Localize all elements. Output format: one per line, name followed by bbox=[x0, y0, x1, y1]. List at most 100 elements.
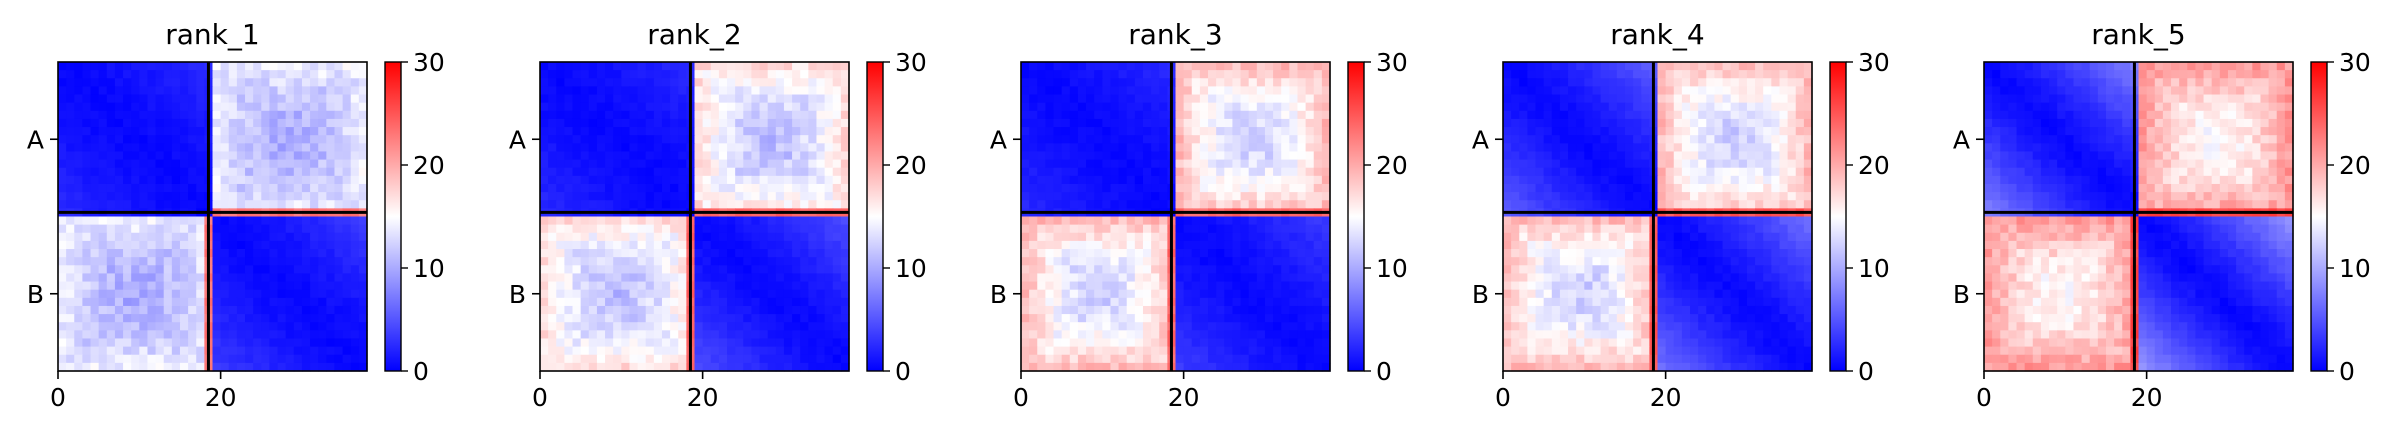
heatmap-cell bbox=[261, 200, 271, 209]
heatmap-cell bbox=[1297, 192, 1307, 201]
heatmap-cell bbox=[114, 118, 124, 128]
heatmap-cell bbox=[613, 216, 622, 226]
heatmap-cell bbox=[131, 110, 140, 120]
heatmap-cell bbox=[678, 265, 687, 275]
heatmap-cell bbox=[188, 240, 197, 250]
heatmap-cell bbox=[824, 151, 834, 161]
heatmap-cell bbox=[596, 102, 606, 112]
heatmap-cell bbox=[1216, 338, 1225, 348]
heatmap-cell bbox=[1264, 151, 1274, 161]
heatmap-cell bbox=[228, 281, 238, 291]
heatmap-cell bbox=[1118, 159, 1128, 169]
heatmap-cell bbox=[800, 249, 809, 258]
heatmap-cell bbox=[179, 216, 189, 226]
heatmap-cell bbox=[58, 110, 67, 120]
heatmap-cell bbox=[1053, 249, 1063, 258]
colorbar-frame bbox=[384, 61, 402, 372]
heatmap-cell bbox=[301, 110, 311, 120]
heatmap-cell bbox=[1069, 167, 1079, 177]
heatmap-cell bbox=[66, 281, 75, 291]
panel-title: rank_3 bbox=[1128, 18, 1222, 51]
heatmap-cell bbox=[824, 216, 834, 226]
heatmap-cell bbox=[261, 297, 271, 307]
heatmap-cell bbox=[171, 159, 181, 169]
heatmap-cell bbox=[285, 110, 295, 120]
heatmap-cell bbox=[1297, 346, 1307, 356]
heatmap-cell bbox=[212, 127, 222, 136]
heatmap-cell bbox=[196, 232, 205, 242]
heatmap-cell bbox=[840, 143, 850, 153]
heatmap-cell bbox=[334, 362, 344, 372]
heatmap-cell bbox=[1126, 200, 1136, 209]
heatmap-cell bbox=[1681, 94, 1691, 104]
heatmap-cell bbox=[1779, 110, 1789, 120]
heatmap-cell bbox=[1159, 305, 1168, 315]
heatmap-cell bbox=[212, 240, 222, 250]
heatmap-cell bbox=[1248, 110, 1258, 120]
heatmap-cell bbox=[718, 183, 728, 193]
heatmap-cell bbox=[1527, 175, 1537, 185]
heatmap-cell bbox=[1746, 175, 1756, 185]
heatmap-cell bbox=[1592, 62, 1602, 71]
heatmap-cell bbox=[253, 338, 262, 348]
heatmap-cell bbox=[123, 159, 132, 169]
heatmap-cell bbox=[596, 94, 606, 104]
heatmap-cell bbox=[605, 322, 614, 331]
heatmap-cell bbox=[824, 135, 834, 144]
heatmap-cell bbox=[1134, 314, 1144, 323]
heatmap-cell bbox=[1624, 183, 1634, 193]
heatmap-cell bbox=[808, 265, 818, 275]
heatmap-cell bbox=[735, 94, 744, 104]
heatmap-cell bbox=[1297, 135, 1307, 144]
heatmap-cell bbox=[1021, 135, 1030, 144]
heatmap-cell bbox=[245, 159, 254, 169]
heatmap-cell bbox=[1240, 175, 1250, 185]
heatmap-cell bbox=[358, 94, 368, 104]
heatmap-cell bbox=[1142, 127, 1152, 136]
heatmap-cell bbox=[277, 102, 287, 112]
heatmap-cell bbox=[269, 192, 279, 201]
heatmap-cell bbox=[1199, 151, 1209, 161]
heatmap-cell bbox=[1134, 257, 1144, 266]
heatmap-cell bbox=[1313, 118, 1323, 128]
heatmap-cell bbox=[1256, 200, 1266, 209]
heatmap-cell bbox=[293, 183, 303, 193]
heatmap-cell bbox=[1045, 297, 1055, 307]
heatmap-cell bbox=[548, 78, 557, 87]
heatmap-cell bbox=[220, 224, 230, 234]
heatmap-cell bbox=[605, 338, 614, 348]
heatmap-cell bbox=[285, 151, 295, 161]
heatmap-cell bbox=[710, 273, 720, 283]
heatmap-cell bbox=[808, 70, 818, 79]
heatmap-cell bbox=[816, 224, 826, 234]
heatmap-cell bbox=[1208, 127, 1217, 136]
heatmap-cell bbox=[605, 94, 614, 104]
heatmap-cell bbox=[310, 249, 319, 258]
heatmap-cell bbox=[1624, 151, 1634, 161]
heatmap-cell bbox=[808, 200, 818, 209]
heatmap-cell bbox=[1746, 78, 1756, 87]
heatmap-cell bbox=[293, 200, 303, 209]
heatmap-cell bbox=[1706, 86, 1716, 96]
heatmap-cell bbox=[261, 143, 271, 153]
heatmap-cell bbox=[285, 175, 295, 185]
heatmap-cell bbox=[196, 175, 205, 185]
heatmap-cell bbox=[727, 273, 736, 283]
heatmap-cell bbox=[1641, 143, 1650, 153]
heatmap-cell bbox=[163, 62, 173, 71]
heatmap-cell bbox=[139, 273, 149, 283]
heatmap-cell bbox=[269, 135, 279, 144]
heatmap-cell bbox=[123, 338, 132, 348]
heatmap-cell bbox=[1289, 338, 1299, 348]
heatmap-cell bbox=[540, 118, 549, 128]
heatmap-cell bbox=[1199, 338, 1209, 348]
heatmap-cell bbox=[1657, 118, 1667, 128]
heatmap-cell bbox=[1053, 265, 1063, 275]
heatmap-cell bbox=[90, 78, 100, 87]
heatmap-cell bbox=[661, 167, 671, 177]
heatmap-cell bbox=[155, 362, 165, 372]
heatmap-cell bbox=[1281, 127, 1290, 136]
heatmap-cell bbox=[1045, 118, 1055, 128]
heatmap-cell bbox=[653, 346, 663, 356]
heatmap-cell bbox=[1673, 70, 1683, 79]
